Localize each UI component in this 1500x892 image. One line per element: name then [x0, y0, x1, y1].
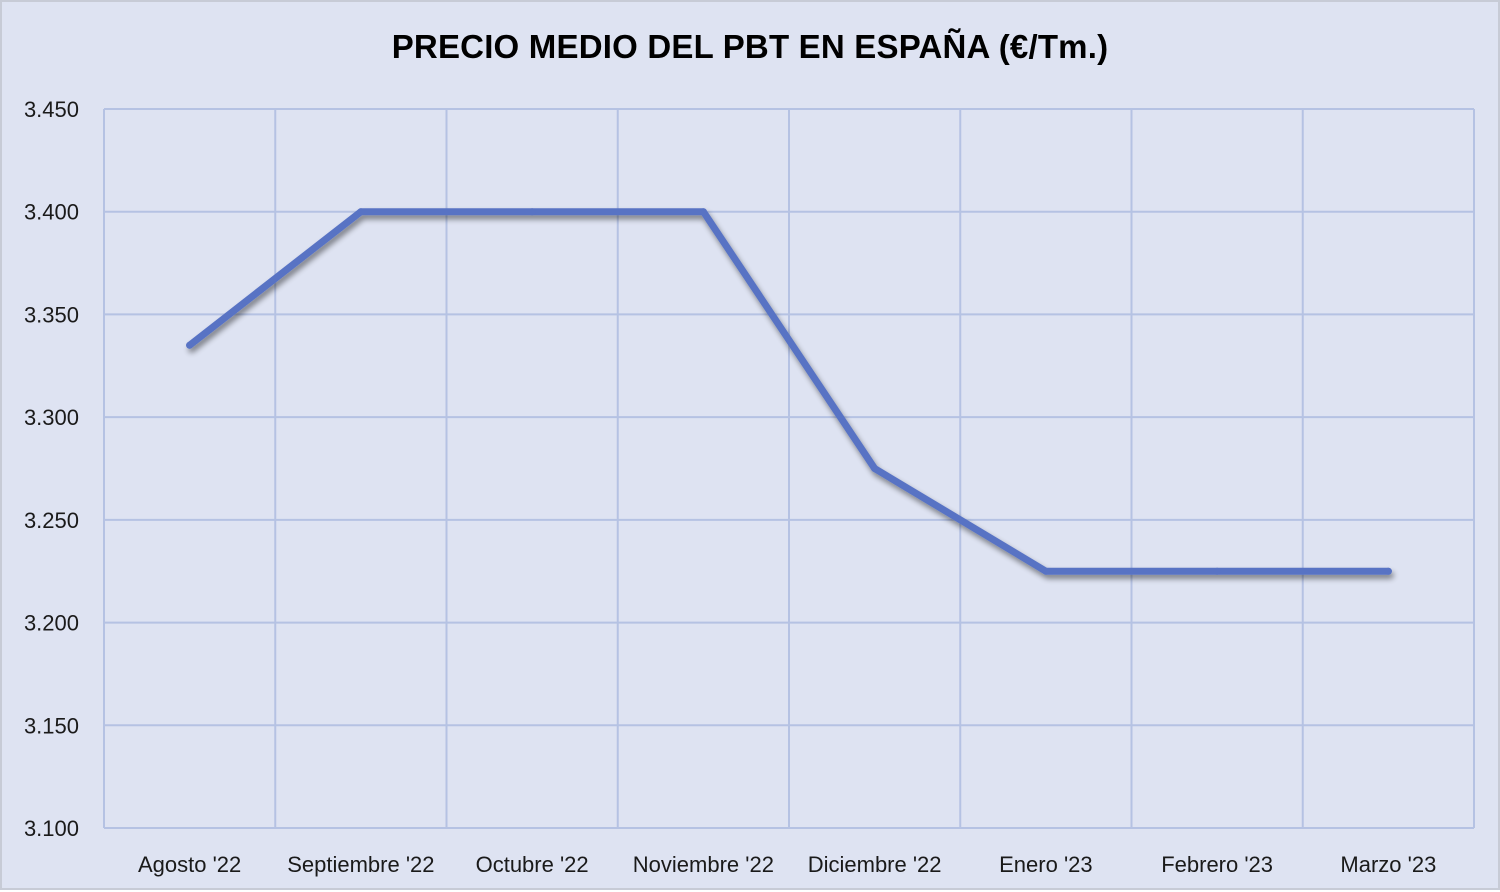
x-tick-label: Noviembre '22 — [633, 852, 774, 877]
y-tick-label: 3.300 — [24, 405, 79, 430]
x-axis: Agosto '22 Septiembre '22 Octubre '22 Novie… — [138, 852, 1436, 877]
x-tick-label: Diciembre '22 — [808, 852, 942, 877]
y-tick-label: 3.450 — [24, 97, 79, 122]
y-tick-label: 3.150 — [24, 713, 79, 738]
data-point — [1042, 567, 1050, 575]
x-tick-label: Octubre '22 — [476, 852, 589, 877]
x-tick-label: Febrero '23 — [1161, 852, 1273, 877]
y-axis: 3.100 3.150 3.200 3.250 3.300 3.350 3.400 3.450 — [24, 97, 79, 841]
x-tick-label: Septiembre '22 — [287, 852, 434, 877]
y-tick-label: 3.200 — [24, 611, 79, 636]
series-line — [186, 208, 1392, 575]
data-point — [871, 465, 879, 472]
data-point — [528, 208, 536, 216]
data-point — [699, 208, 707, 216]
y-tick-label: 3.250 — [24, 508, 79, 533]
series-layer — [186, 208, 1392, 575]
y-tick-label: 3.100 — [24, 816, 79, 841]
data-point — [1384, 567, 1392, 575]
data-point — [357, 208, 365, 216]
y-tick-label: 3.400 — [24, 200, 79, 225]
grid — [103, 108, 1475, 829]
y-tick-label: 3.350 — [24, 302, 79, 327]
x-tick-label: Marzo '23 — [1340, 852, 1436, 877]
x-tick-label: Agosto '22 — [138, 852, 241, 877]
data-point — [1213, 567, 1221, 575]
data-point — [186, 341, 194, 349]
x-tick-label: Enero '23 — [999, 852, 1093, 877]
chart-title: PRECIO MEDIO DEL PBT EN ESPAÑA (€/Tm.) — [391, 28, 1109, 65]
